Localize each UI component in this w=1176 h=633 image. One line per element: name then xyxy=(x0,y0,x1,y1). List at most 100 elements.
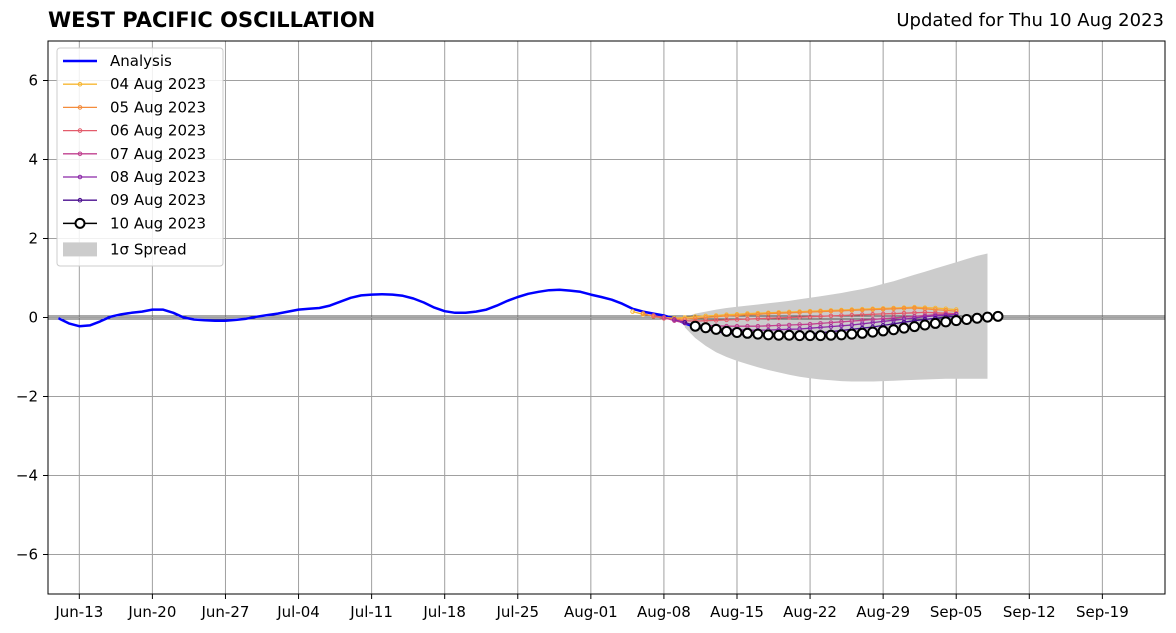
forecast-point xyxy=(922,314,928,320)
current-forecast-point xyxy=(867,326,879,338)
chart-title: WEST PACIFIC OSCILLATION xyxy=(48,8,376,32)
x-tick-label: Sep-19 xyxy=(1076,603,1129,621)
updated-date: Updated for Thu 10 Aug 2023 xyxy=(896,10,1164,31)
legend-label: 04 Aug 2023 xyxy=(110,75,206,93)
legend-label: 1σ Spread xyxy=(110,240,187,258)
legend-swatch-marker xyxy=(77,105,83,110)
current-forecast-point xyxy=(877,325,889,337)
legend-label: 08 Aug 2023 xyxy=(110,168,206,186)
forecast-point xyxy=(713,317,719,323)
current-forecast-point xyxy=(689,320,701,332)
forecast-point xyxy=(870,312,876,317)
forecast-point xyxy=(755,312,761,317)
x-tick-label: Sep-12 xyxy=(1003,603,1056,621)
legend-label: 07 Aug 2023 xyxy=(110,145,206,163)
forecast-point xyxy=(776,323,782,328)
forecast-point xyxy=(786,310,792,316)
forecast-point xyxy=(859,307,865,313)
y-tick-label: −2 xyxy=(16,388,38,406)
forecast-point xyxy=(828,308,834,314)
forecast-point xyxy=(797,310,802,315)
current-forecast-point xyxy=(815,330,827,342)
y-tick-label: −4 xyxy=(16,467,38,485)
forecast-point xyxy=(818,309,823,314)
legend-swatch-marker xyxy=(77,174,83,180)
forecast-point xyxy=(828,313,834,319)
current-forecast-point xyxy=(846,328,858,340)
forecast-point xyxy=(859,321,865,327)
legend-label: 06 Aug 2023 xyxy=(110,122,206,140)
legend: Analysis 04 Aug 2023 05 Aug 2023 06 Aug 202… xyxy=(56,47,224,267)
forecast-point xyxy=(786,315,792,320)
forecast-point xyxy=(672,317,677,322)
plot-frame xyxy=(47,40,1166,595)
spread-layer xyxy=(684,253,988,382)
x-tick-label: Sep-05 xyxy=(930,603,983,621)
forecast-point xyxy=(880,306,886,312)
current-forecast-point xyxy=(794,330,806,342)
legend-label: 10 Aug 2023 xyxy=(110,214,206,232)
current-forecast-point xyxy=(721,325,733,337)
current-forecast-point xyxy=(762,329,774,341)
forecast-point xyxy=(912,315,917,321)
forecast-point xyxy=(682,319,688,325)
legend-swatch-spread xyxy=(63,242,97,257)
forecast-point xyxy=(724,317,729,323)
forecast-point xyxy=(807,325,813,331)
forecast-point xyxy=(839,313,844,318)
forecast-point xyxy=(870,320,876,325)
forecast-point xyxy=(692,315,698,321)
current-forecast-point xyxy=(741,327,753,339)
x-tick-label: Aug-29 xyxy=(856,603,910,621)
forecast-point xyxy=(766,315,771,321)
forecast-point xyxy=(880,311,886,317)
x-tick-label: Jul-11 xyxy=(349,603,393,621)
axes: Jun-13 Jun-20 Jun-27 Jul-04 Jul-11 Jul-18 Jul-… xyxy=(16,40,1166,621)
x-tick-label: Jun-27 xyxy=(200,603,249,621)
forecast-point xyxy=(912,305,917,311)
forecast-point xyxy=(766,311,771,316)
current-forecast-point xyxy=(825,329,837,341)
y-tick-label: 0 xyxy=(28,309,38,327)
series-layer xyxy=(57,288,1004,342)
forecast-point xyxy=(797,322,802,327)
forecast-point xyxy=(807,314,813,320)
current-forecast-point xyxy=(752,328,764,340)
legend-swatch-marker xyxy=(77,81,83,87)
spread-band xyxy=(684,253,988,382)
legend-label: 05 Aug 2023 xyxy=(110,98,206,116)
current-forecast-point xyxy=(940,316,952,328)
forecast-point xyxy=(640,311,646,316)
forecast-point xyxy=(839,323,844,329)
current-forecast-point xyxy=(835,329,847,341)
x-tick-label: Jun-13 xyxy=(54,603,103,621)
x-tick-label: Jul-04 xyxy=(276,603,320,621)
forecast-point xyxy=(776,315,782,321)
forecast-series-3 xyxy=(651,310,959,324)
forecast-point xyxy=(755,316,761,321)
forecast-point xyxy=(870,307,876,312)
legend-label: Analysis xyxy=(110,52,172,70)
current-forecast-point xyxy=(908,321,920,333)
current-forecast-point xyxy=(783,329,795,341)
current-forecast-point xyxy=(971,312,983,324)
forecast-point xyxy=(786,322,792,328)
current-forecast-point xyxy=(773,329,785,341)
x-tick-label: Aug-01 xyxy=(564,603,618,621)
x-tick-label: Aug-15 xyxy=(710,603,764,621)
current-forecast-point xyxy=(888,324,900,336)
current-forecast-point xyxy=(919,319,931,331)
current-forecast-point xyxy=(710,323,722,335)
forecast-point xyxy=(849,312,855,318)
current-forecast xyxy=(689,310,1004,342)
grid xyxy=(48,41,1165,594)
y-tick-label: 6 xyxy=(28,72,38,90)
forecast-point xyxy=(880,316,886,321)
x-tick-label: Aug-08 xyxy=(637,603,691,621)
current-forecast-point xyxy=(982,311,994,323)
forecast-point xyxy=(734,317,740,322)
forecast-line xyxy=(642,307,957,320)
legend-swatch-marker xyxy=(77,128,83,133)
forecast-point xyxy=(807,309,813,315)
